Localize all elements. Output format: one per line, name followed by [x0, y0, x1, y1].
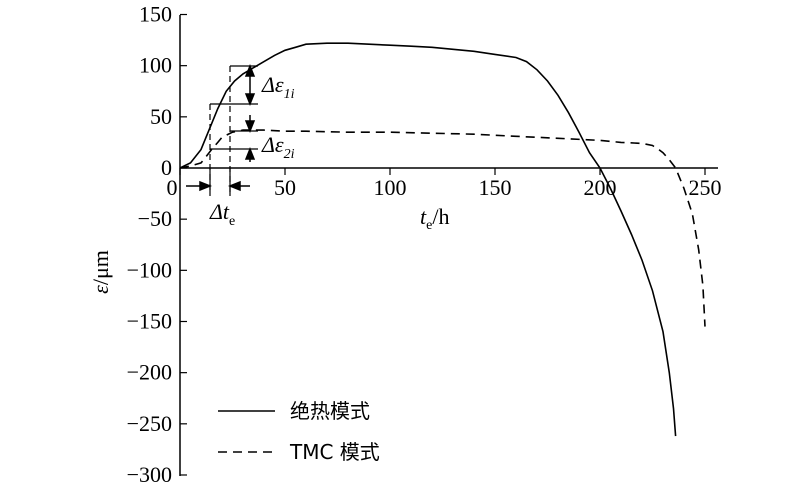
delta-eps1-label: Δε1i [261, 72, 295, 102]
y-tick-label: −100 [127, 257, 172, 282]
delta-eps2-arrow [244, 115, 256, 162]
x-tick-label: 100 [374, 175, 407, 200]
y-tick-label: −200 [127, 360, 172, 385]
x-tick-label: 50 [274, 175, 296, 200]
y-ticks: 150 100 50 0 −50 −100 −150 −200 −250 −300 [127, 2, 187, 487]
delta-t-label: Δte [209, 199, 235, 229]
x-ticks: 0 50 100 150 200 250 [167, 168, 722, 200]
delta-t-arrow [186, 180, 250, 192]
series-line-tmc [179, 129, 706, 327]
delta-eps2-label: Δε2i [261, 132, 295, 162]
y-tick-label: 100 [139, 53, 172, 78]
y-tick-label: 0 [161, 155, 172, 180]
y-tick-label: −150 [127, 308, 172, 333]
legend-label-tmc: TMC 模式 [289, 440, 380, 464]
delta-eps1-arrow [244, 63, 256, 107]
x-tick-label: 250 [689, 175, 722, 200]
x-axis-label: te/h [420, 204, 449, 233]
y-axis-label: ε/μm [88, 250, 113, 294]
x-tick-label: 150 [479, 175, 512, 200]
x-tick-label: 0 [167, 175, 178, 200]
y-tick-label: 150 [139, 2, 172, 27]
legend: 绝热模式 TMC 模式 [218, 399, 380, 464]
y-tick-label: −250 [127, 411, 172, 436]
y-tick-label: 50 [150, 104, 172, 129]
y-tick-label: −300 [127, 462, 172, 487]
series-line-adiabatic [179, 42, 677, 437]
y-tick-label: −50 [138, 206, 172, 231]
x-tick-label: 200 [584, 175, 617, 200]
legend-label-adiabatic: 绝热模式 [290, 399, 370, 423]
